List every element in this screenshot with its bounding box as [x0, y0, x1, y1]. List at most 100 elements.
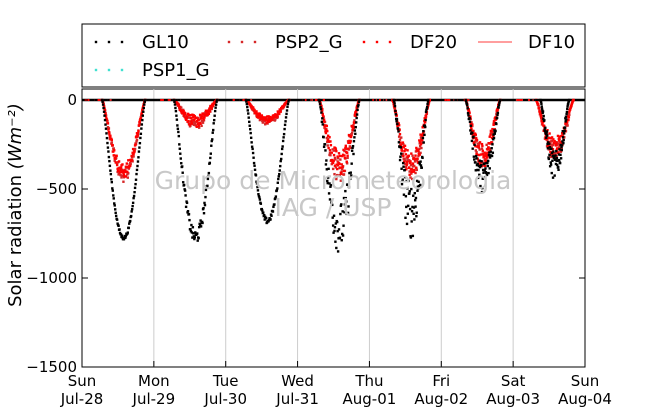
legend-label: GL10 [142, 32, 189, 53]
data-point [255, 110, 258, 113]
data-point [124, 234, 128, 238]
data-point [176, 124, 179, 127]
data-point [109, 172, 113, 176]
data-point [101, 103, 105, 106]
data-point [400, 148, 403, 151]
data-point [137, 124, 141, 127]
data-point [183, 189, 187, 192]
data-point [339, 212, 342, 216]
data-point [410, 170, 413, 174]
data-point [415, 157, 419, 160]
data-point [393, 100, 396, 103]
data-point [325, 128, 328, 131]
data-point [394, 99, 397, 101]
data-point [172, 98, 176, 102]
data-point [419, 143, 423, 146]
data-point [488, 151, 491, 154]
data-point [467, 99, 470, 101]
data-point [197, 236, 200, 240]
data-point [342, 148, 345, 152]
data-point [256, 115, 259, 118]
data-point [210, 144, 213, 147]
data-point [103, 114, 106, 117]
data-point [476, 144, 480, 148]
data-point [188, 116, 191, 119]
data-point [553, 154, 556, 158]
data-point [126, 231, 129, 234]
legend-label: DF20 [410, 32, 457, 53]
data-point [499, 98, 502, 102]
data-point [134, 182, 137, 186]
data-point [555, 147, 559, 150]
data-point [107, 130, 111, 134]
data-point [487, 146, 490, 149]
data-point [215, 100, 218, 103]
data-point [103, 118, 107, 122]
data-point [404, 165, 408, 169]
data-point [270, 214, 273, 218]
data-point [252, 99, 255, 101]
data-point [355, 116, 358, 120]
data-point [491, 151, 495, 154]
data-point [177, 134, 181, 138]
data-point [495, 116, 499, 120]
data-point [480, 147, 484, 150]
data-point [319, 99, 322, 101]
x-axis: SunJul-28MonJul-29TueJul-30WedJul-31ThuA… [60, 361, 612, 408]
data-point [335, 163, 338, 166]
x-tick-label-date-0: Jul-28 [60, 390, 104, 408]
data-point [112, 197, 115, 200]
data-point [157, 99, 160, 101]
data-point [417, 151, 421, 154]
data-point [388, 99, 391, 101]
data-point [549, 161, 552, 164]
data-point [287, 100, 290, 103]
data-point [475, 138, 479, 142]
data-point [248, 103, 252, 106]
data-point [337, 228, 341, 231]
data-point [461, 99, 464, 101]
data-point [492, 130, 495, 134]
data-point [191, 116, 195, 119]
data-point [563, 126, 567, 129]
data-point [408, 161, 412, 165]
data-point [142, 105, 145, 108]
data-point [122, 169, 125, 172]
data-point [309, 99, 312, 101]
data-point [405, 222, 409, 226]
data-point [141, 114, 145, 117]
data-point [263, 218, 266, 221]
legend-entry-df10: DF10 [478, 32, 575, 53]
data-point [181, 171, 184, 174]
data-point [107, 150, 110, 153]
data-point [202, 206, 205, 210]
data-point [568, 110, 571, 114]
data-point [547, 142, 551, 145]
data-point [118, 231, 122, 235]
data-point [107, 127, 111, 130]
data-point [210, 139, 213, 143]
data-point [138, 121, 141, 124]
data-point [409, 168, 413, 171]
data-point [444, 99, 447, 101]
data-point [188, 218, 191, 222]
data-point [460, 99, 463, 101]
data-point [108, 133, 111, 136]
data-point [200, 124, 203, 128]
data-point [119, 233, 123, 236]
data-point [405, 160, 409, 164]
data-point [494, 129, 497, 133]
data-point [380, 99, 383, 101]
data-point [408, 173, 411, 176]
data-point [566, 124, 569, 127]
data-point [143, 103, 146, 106]
data-point [563, 129, 566, 133]
data-point [322, 118, 326, 121]
data-point [475, 163, 479, 167]
data-point [324, 130, 327, 133]
data-point [474, 149, 477, 152]
data-point [348, 171, 351, 175]
data-point [334, 222, 338, 225]
data-point [350, 149, 354, 152]
data-point [346, 147, 350, 150]
